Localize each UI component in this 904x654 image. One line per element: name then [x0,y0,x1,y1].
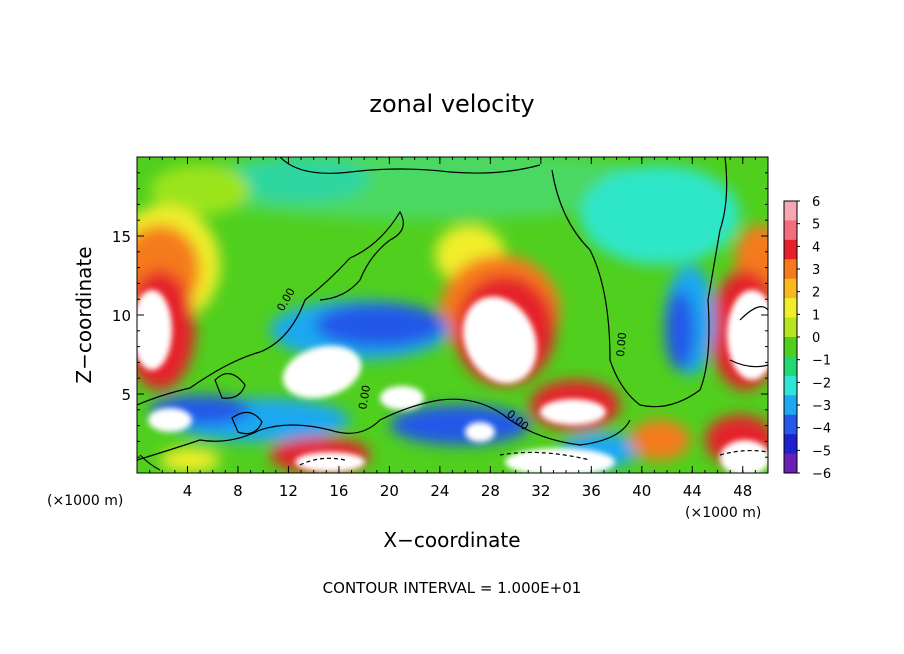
x-tick-label: 8 [233,482,243,500]
x-tick-label: 28 [481,482,500,500]
colorbar-tick-label: 5 [812,218,820,233]
white-core [295,452,365,472]
x-tick-label: 16 [329,482,348,500]
contour-line [214,373,246,399]
colorbar-swatch [784,395,797,416]
x-scale-note-left: (×1000 m) [47,493,123,509]
colorbar-tick-label: 0 [812,331,820,346]
x-tick-label: 32 [531,482,550,500]
blob [580,165,740,265]
colorbar-tick-label: 1 [812,308,820,323]
blob [390,405,530,445]
colorbar-swatch [784,220,797,241]
white-core [505,448,615,473]
x-scale-note-right: (×1000 m) [685,505,761,521]
x-tick-label: 48 [733,482,752,500]
chart-title: zonal velocity [369,90,534,118]
x-tick-label: 36 [582,482,601,500]
white-core [148,408,192,432]
contour-line [137,210,404,406]
colorbar-swatch [784,375,797,396]
contour-labels: 0.00 0.00 0.00 0.00 [274,286,629,433]
colorbar-tick-label: −1 [812,354,831,369]
contour-line [231,411,263,435]
contour-label: 0.00 [614,332,629,358]
colorbar-swatch [784,337,797,357]
contour-line [299,457,346,466]
white-core [720,440,768,473]
white-core [465,422,495,442]
contour-interval-footer: CONTOUR INTERVAL = 1.000E+01 [323,579,582,597]
blob [150,165,250,215]
x-tick-label: 20 [380,482,399,500]
colorbar-swatch [784,298,797,319]
colorbar-swatch [784,317,797,338]
colorbar-swatch [784,201,797,221]
contour-line [499,451,591,461]
colorbar: 6 5 4 3 2 1 0 −1 −2 −3 −4 −5 −6 [783,195,831,482]
zero-contours [137,157,768,471]
white-core [282,345,362,399]
white-core [727,290,768,380]
colorbar-tick-label: 2 [812,286,820,301]
colorbar-tick-label: −6 [812,467,831,482]
blob [315,303,445,347]
colorbar-tick-label: −4 [812,422,831,437]
contour-label: 0.00 [356,384,373,410]
contour-line [137,398,631,461]
colorbar-tick-label: 6 [812,195,820,210]
colorbar-swatch [784,278,797,299]
blob [230,158,370,202]
y-axis-label: Z−coordinate [72,246,96,383]
white-core [540,399,606,425]
white-core [463,296,537,384]
colorbar-swatch [784,259,797,280]
colorbar-tick-label: −3 [812,399,831,414]
blob [160,448,220,472]
white-core [380,386,424,410]
contour-line [139,454,161,471]
colorbar-swatch [784,414,797,435]
contour-line [279,157,541,174]
x-tick-label: 24 [430,482,449,500]
white-cores [137,290,768,473]
colorbar-tick-label: 3 [812,263,820,278]
heatmap-field: 0.00 0.00 0.00 0.00 [137,157,768,473]
colorbar-tick-label: −5 [812,444,831,459]
colorbar-tick-label: 4 [812,240,820,255]
x-tick-label: 4 [183,482,193,500]
blob [665,290,695,370]
y-tick-label: 5 [121,386,131,404]
x-tick-label: 40 [632,482,651,500]
colorbar-swatch [784,434,797,455]
contour-line [719,449,768,456]
x-axis-label: X−coordinate [383,528,520,552]
colorbar-swatch [784,239,797,260]
x-tick-label: 44 [683,482,702,500]
colorbar-swatch [784,356,797,377]
contour-line [551,157,728,408]
y-tick-label: 15 [112,228,131,246]
contour-line [739,306,768,321]
colorbar-tick-label: −2 [812,376,831,391]
white-core [137,290,172,370]
colorbar-swatch [784,453,797,474]
y-tick-label: 10 [112,307,131,325]
blob [630,420,690,460]
x-tick-label: 12 [279,482,298,500]
contour-line [729,359,768,368]
